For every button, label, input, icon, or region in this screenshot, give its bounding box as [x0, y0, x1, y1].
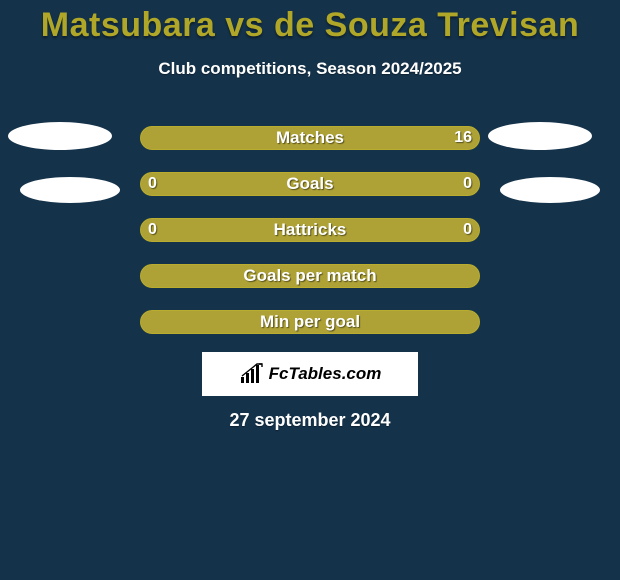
stat-label: Min per goal: [140, 310, 480, 334]
stat-label: Matches: [140, 126, 480, 150]
stat-row-matches: Matches 16: [0, 126, 620, 150]
logo-text: FcTables.com: [269, 364, 382, 384]
stat-label: Goals per match: [140, 264, 480, 288]
stat-row-goals-per-match: Goals per match: [0, 264, 620, 288]
stat-label: Goals: [140, 172, 480, 196]
logo-box: FcTables.com: [202, 352, 418, 396]
stat-right-value: 0: [463, 172, 472, 196]
page-title: Matsubara vs de Souza Trevisan: [0, 0, 620, 45]
logo: FcTables.com: [239, 363, 382, 385]
stat-row-min-per-goal: Min per goal: [0, 310, 620, 334]
logo-bars-icon: [239, 363, 265, 385]
stat-right-value: 0: [463, 218, 472, 242]
date-line: 27 september 2024: [0, 410, 620, 431]
stat-row-goals: 0 Goals 0: [0, 172, 620, 196]
subtitle: Club competitions, Season 2024/2025: [0, 59, 620, 79]
stat-right-value: 16: [454, 126, 472, 150]
stat-row-hattricks: 0 Hattricks 0: [0, 218, 620, 242]
stat-rows: Matches 16 0 Goals 0 0 Hattricks 0 Goals…: [0, 126, 620, 356]
stat-label: Hattricks: [140, 218, 480, 242]
comparison-infographic: Matsubara vs de Souza Trevisan Club comp…: [0, 0, 620, 580]
